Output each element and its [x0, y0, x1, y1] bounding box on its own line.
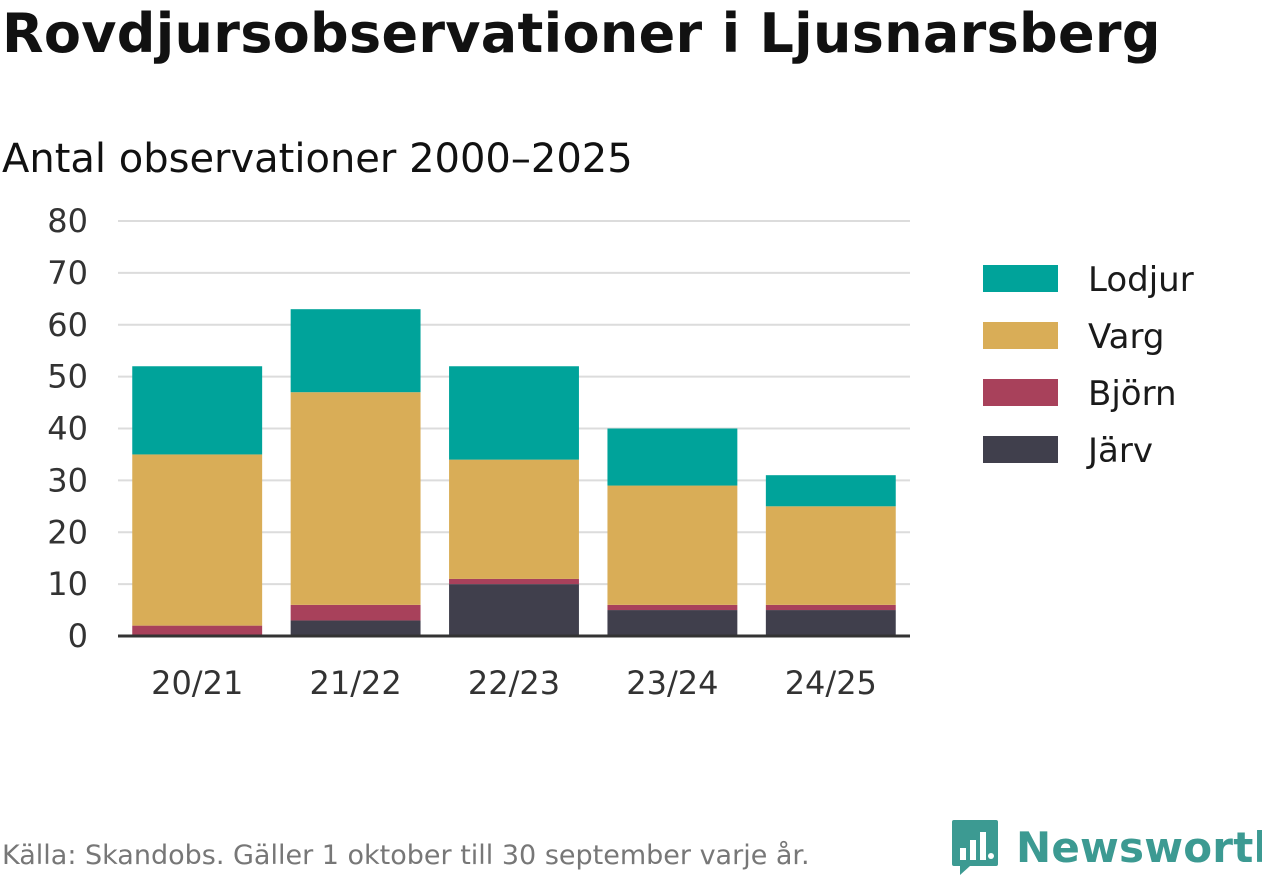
y-tick-label: 80: [47, 202, 88, 240]
bar-varg-21-22: [290, 392, 421, 605]
legend-swatch-jarv: [983, 436, 1058, 463]
x-tick-label: 23/24: [626, 664, 718, 702]
bar-jarv-23-24: [607, 610, 738, 636]
source-note: Källa: Skandobs. Gäller 1 oktober till 3…: [2, 840, 810, 871]
bar-bjorn-20-21: [132, 625, 263, 636]
bar-jarv-21-22: [290, 620, 421, 636]
y-tick-label: 0: [68, 617, 88, 655]
bar-varg-24-25: [765, 506, 896, 605]
newsworthy-logo-icon: [952, 820, 998, 875]
bar-bjorn-22-23: [449, 578, 579, 585]
bar-bjorn-21-22: [290, 604, 421, 621]
axes: 0 10 20 30 40 50 60 70 80 20/21 21/22 22/23 23/24 24/…: [47, 202, 910, 702]
brand-logo[interactable]: Newsworthy: [950, 818, 1262, 876]
legend-label-jarv: Järv: [1086, 431, 1153, 471]
legend-label-lodjur: Lodjur: [1088, 260, 1194, 300]
bars: [132, 309, 896, 636]
bar-lodjur-22-23: [449, 366, 579, 460]
legend: Lodjur Varg Björn Järv: [983, 260, 1194, 471]
bar-varg-22-23: [449, 459, 579, 579]
chart-subtitle: Antal observationer 2000–2025: [2, 136, 633, 182]
x-tick-label: 20/21: [151, 664, 243, 702]
stacked-bar-chart: 0 10 20 30 40 50 60 70 80 20/21 21/22 22/23 23/24 24/…: [47, 202, 1194, 702]
y-tick-label: 20: [47, 513, 88, 551]
bar-lodjur-23-24: [607, 428, 738, 486]
legend-swatch-lodjur: [983, 265, 1058, 292]
brand-name: Newsworthy: [1016, 822, 1262, 872]
bar-lodjur-21-22: [290, 309, 421, 393]
y-tick-label: 30: [47, 461, 88, 499]
y-tick-label: 50: [47, 358, 88, 396]
bar-jarv-22-23: [449, 584, 579, 636]
y-tick-label: 40: [47, 410, 88, 448]
y-tick-label: 10: [47, 565, 88, 603]
x-tick-label: 24/25: [785, 664, 877, 702]
legend-swatch-varg: [983, 322, 1058, 349]
y-tick-label: 70: [47, 254, 88, 292]
bar-jarv-24-25: [765, 610, 896, 636]
bar-varg-20-21: [132, 454, 263, 626]
bar-bjorn-23-24: [607, 604, 738, 611]
y-tick-label: 60: [47, 306, 88, 344]
legend-swatch-bjorn: [983, 379, 1058, 406]
bar-varg-23-24: [607, 485, 738, 605]
chart-title: Rovdjursobservationer i Ljusnarsberg: [2, 2, 1161, 65]
bar-bjorn-24-25: [765, 604, 896, 611]
bar-lodjur-24-25: [765, 475, 896, 507]
x-tick-label: 22/23: [468, 664, 560, 702]
legend-label-varg: Varg: [1088, 317, 1164, 357]
legend-label-bjorn: Björn: [1088, 374, 1177, 414]
x-tick-label: 21/22: [309, 664, 401, 702]
bar-lodjur-20-21: [132, 366, 263, 455]
